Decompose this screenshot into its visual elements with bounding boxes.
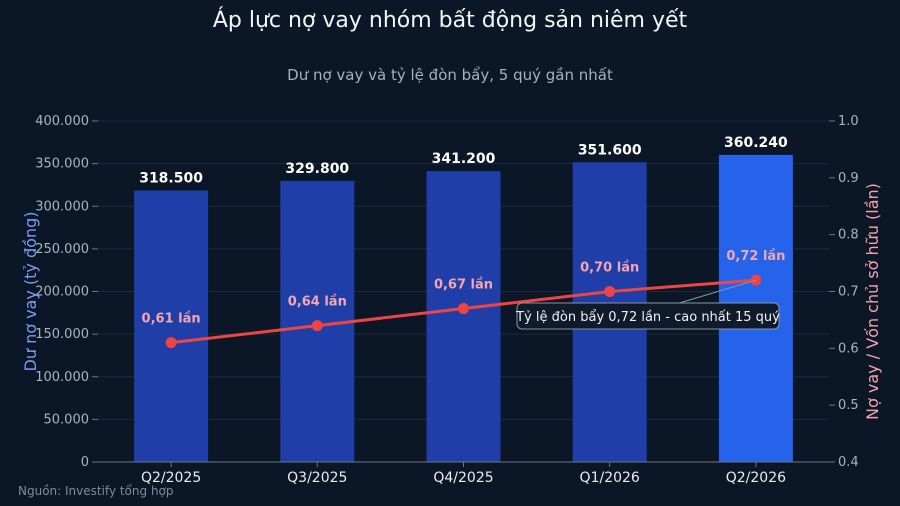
bar (134, 190, 209, 462)
y2-tick-label: 1.0 (838, 114, 859, 129)
y-tick-label: 200.000 (35, 285, 89, 300)
x-tick-label: Q2/2025 (141, 470, 201, 486)
x-tick-label: Q2/2026 (726, 470, 786, 486)
y-tick-label: 50.000 (44, 412, 90, 427)
chart-subtitle: Dư nợ vay và tỷ lệ đòn bẩy, 5 quý gần nh… (287, 66, 613, 84)
ratio-value-label: 0,67 lần (434, 278, 493, 293)
bar-value-label: 318.500 (139, 170, 203, 186)
y-tick-label: 100.000 (35, 370, 89, 385)
data-labels: 318.500 329.800 341.200 351.600 360.240 0,61 … (139, 135, 788, 327)
x-tick-label: Q1/2026 (580, 470, 640, 486)
ratio-point (165, 337, 177, 349)
axes: 0 50.000 100.000 150.000 200.000 250.000 300.0… (21, 114, 882, 486)
annotation-text: Tỷ lệ đòn bẩy 0,72 lần - cao nhất 15 quý (515, 310, 780, 325)
ratio-value-label: 0,70 lần (580, 261, 639, 276)
y2-tick-label: 0.5 (838, 398, 859, 413)
y-tick-label: 350.000 (35, 157, 89, 172)
ratio-point (311, 320, 323, 332)
y-tick-label: 400.000 (35, 114, 89, 129)
annotation-pointer (679, 279, 757, 304)
ratio-value-label: 0,61 lần (142, 312, 201, 327)
y-tick-label: 250.000 (35, 242, 89, 257)
bar-value-label: 341.200 (432, 151, 496, 167)
x-tick-label: Q3/2025 (287, 470, 347, 486)
y-tick-label: 300.000 (35, 199, 89, 214)
bar-value-label: 360.240 (724, 135, 788, 151)
source-note: Nguồn: Investify tổng hợp (18, 484, 174, 498)
y2-tick-label: 0.7 (838, 285, 859, 300)
bar-value-label: 329.800 (285, 161, 349, 177)
annotation: Tỷ lệ đòn bẩy 0,72 lần - cao nhất 15 quý (515, 279, 780, 330)
y2-tick-label: 0.6 (838, 341, 859, 356)
ratio-point (604, 286, 616, 297)
y-tick-label: 0 (81, 455, 89, 470)
bar-value-label: 351.600 (578, 142, 642, 158)
y2-tick-label: 0.9 (838, 171, 859, 186)
ratio-point (458, 303, 469, 315)
y-axis-title: Dư nợ vay (tỷ đồng) (21, 212, 40, 372)
chart-title: Áp lực nợ vay nhóm bất động sản niêm yết (212, 8, 688, 33)
ratio-value-label: 0,72 lần (726, 249, 785, 264)
y-tick-label: 150.000 (35, 327, 89, 342)
y2-tick-label: 0.8 (838, 228, 859, 243)
annotation-box (516, 302, 780, 330)
bar (426, 171, 501, 462)
x-tick-label: Q4/2025 (433, 470, 493, 486)
ratio-value-label: 0,64 lần (288, 295, 347, 310)
y2-tick-label: 0.4 (838, 455, 859, 470)
y2-axis-title: Nợ vay / Vốn chủ sở hữu (lần) (863, 183, 882, 420)
